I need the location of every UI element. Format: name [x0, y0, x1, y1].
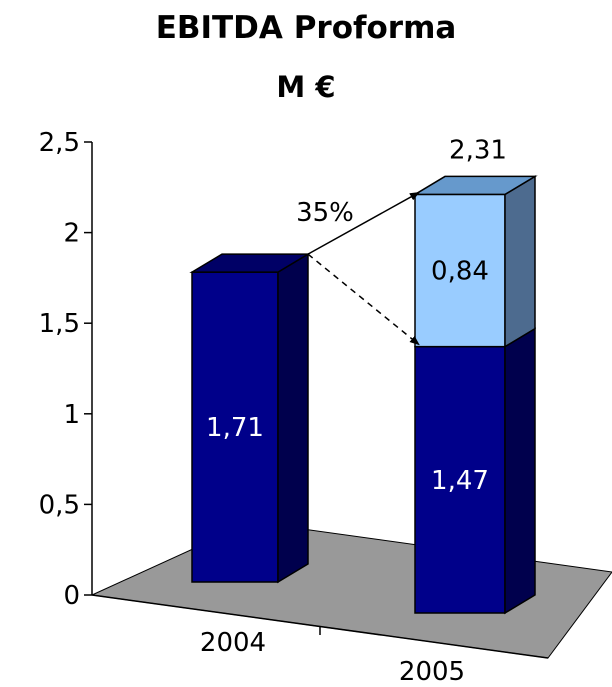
- y-tick-label: 0: [63, 581, 80, 611]
- x-tick-label: 2004: [200, 628, 266, 658]
- growth-arrow: [307, 191, 420, 255]
- bar-segment-side: [277, 252, 309, 584]
- bar-segment-front: [414, 345, 506, 614]
- bar-top-cap: [412, 175, 538, 196]
- bar-segment-front: [414, 193, 506, 348]
- base-arrow: [307, 253, 420, 346]
- growth-annotation: 35%: [296, 198, 354, 228]
- chart-subtitle: M €: [276, 70, 336, 104]
- total-label: 2,31: [449, 135, 507, 165]
- bar-segment-front: [191, 271, 279, 583]
- y-tick-label: 2,5: [39, 128, 80, 158]
- y-tick-label: 1: [63, 400, 80, 430]
- data-label: 1,47: [431, 466, 489, 496]
- data-label: 0,84: [431, 257, 489, 287]
- bar-segment-side: [504, 175, 536, 348]
- bar-segment-side: [504, 327, 536, 615]
- chart-title: EBITDA Proforma: [155, 10, 457, 46]
- y-tick-label: 0,5: [39, 490, 80, 520]
- y-tick-label: 2: [63, 219, 80, 249]
- data-label: 1,71: [206, 413, 264, 443]
- y-tick-label: 1,5: [39, 309, 80, 339]
- x-tick-label: 2005: [399, 657, 465, 687]
- x-axis-line: [91, 594, 549, 659]
